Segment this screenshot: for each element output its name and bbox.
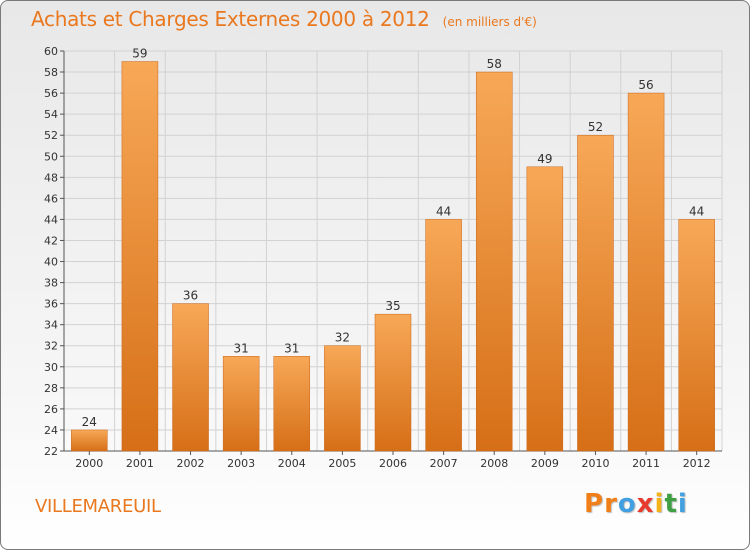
bar: [71, 429, 108, 452]
logo-letter: x: [636, 489, 655, 519]
bar-value-label: 36: [183, 289, 198, 303]
y-tick-label: 50: [44, 150, 58, 163]
bar: [678, 219, 715, 452]
y-tick-label: 46: [44, 192, 58, 205]
bar: [475, 71, 513, 452]
logo-letter: i: [654, 489, 665, 519]
bar: [526, 166, 564, 452]
logo-letter: i: [677, 489, 688, 519]
x-tick-label: 2005: [328, 457, 356, 470]
bar: [627, 92, 665, 452]
logo-letter: r: [604, 489, 618, 519]
y-tick-label: 40: [44, 256, 58, 269]
bar-value-label: 49: [537, 152, 552, 166]
x-tick-label: 2000: [75, 457, 103, 470]
x-tick-label: 2004: [278, 457, 306, 470]
y-tick-label: 30: [44, 361, 58, 374]
logo-letter: o: [617, 489, 637, 519]
y-tick-label: 54: [44, 108, 58, 121]
y-tick-label: 42: [44, 234, 58, 247]
bar: [222, 356, 260, 452]
x-tick-label: 2009: [531, 457, 559, 470]
y-tick-label: 48: [44, 171, 58, 184]
y-tick-label: 60: [44, 45, 58, 58]
x-tick-label: 2006: [379, 457, 407, 470]
y-tick-label: 24: [44, 424, 58, 437]
y-tick-label: 36: [44, 298, 58, 311]
bar-value-label: 31: [234, 341, 249, 355]
x-tick-label: 2010: [581, 457, 609, 470]
y-tick-label: 28: [44, 382, 58, 395]
chart-title: Achats et Charges Externes 2000 à 2012: [31, 7, 430, 31]
y-tick-label: 26: [44, 403, 58, 416]
y-tick-label: 58: [44, 66, 58, 79]
x-tick-label: 2003: [227, 457, 255, 470]
bar-value-label: 59: [132, 47, 147, 61]
chart-subtitle: (en milliers d'€): [442, 15, 537, 29]
y-tick-label: 56: [44, 87, 58, 100]
x-tick-label: 2001: [126, 457, 154, 470]
bar: [121, 61, 159, 452]
logo-letter: t: [664, 489, 678, 519]
bar-value-label: 44: [436, 204, 451, 218]
x-tick-label: 2008: [480, 457, 508, 470]
y-tick-label: 32: [44, 340, 58, 353]
logo-letter: P: [584, 489, 605, 519]
y-tick-label: 44: [44, 213, 58, 226]
bar-value-label: 44: [689, 204, 704, 218]
bar-value-label: 24: [82, 415, 97, 429]
x-tick-label: 2002: [177, 457, 205, 470]
labels: 24 2000 59 2001 36 2002 31 2003 31 2004 32 2005 35 20…: [75, 47, 710, 470]
commune-name: VILLEMAREUIL: [35, 496, 161, 517]
bar-value-label: 35: [385, 299, 400, 313]
y-tick-label: 52: [44, 129, 58, 142]
y-tick-label: 22: [44, 445, 58, 458]
chart-title-block: Achats et Charges Externes 2000 à 2012 (…: [31, 7, 537, 31]
y-tick-label: 34: [44, 319, 58, 332]
bar: [273, 356, 311, 452]
y-tick-label: 38: [44, 277, 58, 290]
x-tick-label: 2007: [430, 457, 458, 470]
bar: [374, 313, 412, 452]
bars: [71, 61, 715, 452]
x-tick-label: 2011: [632, 457, 660, 470]
x-tick-label: 2012: [683, 457, 711, 470]
bar: [324, 345, 361, 452]
bar-value-label: 52: [588, 120, 603, 134]
proxiti-logo: Proxiti: [584, 489, 688, 519]
bar: [425, 219, 462, 452]
bar-value-label: 32: [335, 331, 350, 345]
bar-value-label: 56: [638, 78, 653, 92]
bar-value-label: 58: [487, 57, 502, 71]
bar: [577, 134, 614, 452]
bar-value-label: 31: [284, 341, 299, 355]
bar: [172, 303, 209, 452]
